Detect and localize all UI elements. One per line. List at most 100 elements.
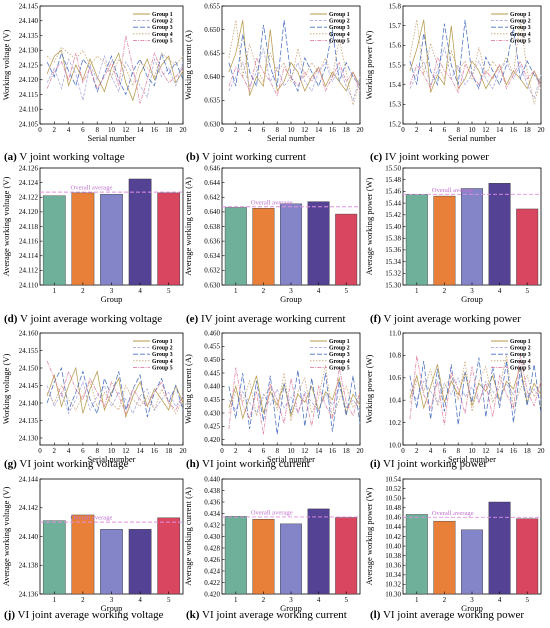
y-tick-label: 0.634 [204, 252, 220, 260]
panel-caption: (d) V joint average working voltage [4, 313, 162, 325]
legend-entry: Group 1 [510, 12, 531, 18]
y-tick-label: 10.42 [385, 533, 401, 541]
x-tick-label: 8 [275, 126, 279, 134]
x-tick-label: 4 [317, 596, 321, 604]
series-line-group-3 [409, 19, 542, 90]
legend-entry: Group 1 [152, 339, 173, 345]
bar-group-5 [516, 208, 539, 286]
y-tick-label: 15.40 [385, 223, 401, 231]
y-tick-label: 0.420 [204, 590, 220, 598]
y-tick-label: 15.3 [389, 101, 402, 109]
y-tick-label: 15.2 [389, 120, 402, 128]
bar-group-2 [252, 519, 275, 595]
x-tick-label: 16 [329, 126, 337, 134]
x-tick-label: 0 [220, 447, 224, 455]
x-tick-label: 10 [469, 126, 477, 134]
x-tick-label: 0 [38, 447, 42, 455]
y-tick-label: 24.120 [19, 76, 39, 84]
y-tick-label: 10.30 [385, 590, 401, 598]
x-tick-label: 4 [138, 596, 142, 604]
y-tick-label: 10.44 [385, 523, 401, 531]
x-tick-label: 4 [429, 447, 433, 455]
caption-letter: (d) [4, 313, 18, 325]
x-axis-label: Serial number [448, 133, 496, 143]
bar-group-2 [71, 514, 95, 595]
y-tick-label: 0.440 [204, 383, 220, 391]
y-tick-label: 0.430 [204, 409, 220, 417]
x-tick-label: 20 [538, 447, 546, 455]
y-tick-label: 15.5 [389, 61, 402, 69]
y-axis-label: Working power (W) [364, 354, 374, 423]
x-tick-label: 5 [167, 287, 171, 295]
panel-caption: (b) V joint working current [186, 151, 306, 163]
bar-group-5 [335, 213, 358, 286]
x-tick-label: 8 [456, 447, 460, 455]
y-tick-label: 0.450 [204, 356, 220, 364]
y-tick-label: 15.34 [385, 258, 401, 266]
y-tick-label: 24.142 [19, 504, 39, 512]
series-line-group-3 [228, 370, 361, 435]
y-tick-label: 0.432 [204, 521, 220, 529]
legend-entry: Group 5 [510, 38, 531, 44]
series-line-group-1 [46, 49, 184, 102]
y-tick-label: 15.6 [389, 42, 402, 50]
caption-letter: (h) [186, 458, 200, 470]
y-tick-label: 24.135 [19, 32, 39, 40]
y-tick-label: 0.645 [204, 50, 220, 58]
y-tick-label: 0.632 [204, 267, 220, 275]
bar-group-4 [128, 529, 152, 595]
y-tick-label: 24.138 [19, 562, 39, 570]
bar-group-3 [100, 529, 123, 595]
x-tick-label: 0 [401, 126, 405, 134]
y-tick-label: 24.110 [19, 106, 38, 114]
x-axis-label: Serial number [88, 133, 136, 143]
y-tick-label: 10.40 [385, 542, 401, 550]
x-tick-label: 5 [344, 287, 348, 295]
y-tick-label: 15.48 [385, 176, 401, 184]
bar-group-2 [71, 192, 95, 286]
bar-group-5 [157, 192, 181, 286]
bar-group-1 [224, 516, 247, 595]
y-tick-label: 10.32 [385, 581, 401, 589]
x-tick-label: 1 [53, 596, 57, 604]
bar-group-2 [433, 520, 456, 595]
y-tick-label: 0.635 [204, 97, 220, 105]
x-tick-label: 6 [262, 447, 266, 455]
x-axis-label: Serial number [267, 133, 315, 143]
y-tick-label: 0.630 [204, 120, 220, 128]
x-tick-label: 18 [343, 447, 351, 455]
y-tick-label: 0.440 [204, 475, 220, 483]
x-tick-label: 2 [53, 447, 57, 455]
overall-average-label: Overall average [71, 515, 113, 522]
y-axis-label: Working power (W) [364, 30, 374, 99]
y-tick-label: 0.438 [204, 487, 220, 495]
x-tick-label: 5 [525, 287, 529, 295]
series-line-group-2 [228, 48, 361, 102]
legend-entry: Group 4 [152, 32, 173, 38]
x-tick-label: 16 [151, 447, 159, 455]
y-tick-label: 0.640 [204, 208, 220, 216]
panel-caption: (f) V joint average working power [370, 313, 521, 325]
y-tick-label: 24.114 [19, 252, 38, 260]
y-axis-label: Average working power (W) [364, 487, 374, 585]
y-tick-label: 15.38 [385, 235, 401, 243]
panel-a: 24.105 24.110 24.115 24.120 24.125 24.130 24.1… [1, 2, 187, 163]
panel-k: 0.420 0.422 0.424 0.426 0.428 0.430 0.432 0.434… [183, 475, 361, 621]
y-tick-label: 10.38 [385, 552, 401, 560]
x-tick-label: 2 [81, 596, 85, 604]
x-tick-label: 14 [315, 447, 323, 455]
x-tick-label: 6 [262, 126, 266, 134]
x-tick-label: 12 [482, 126, 490, 134]
legend-entry: Group 3 [152, 25, 173, 31]
x-axis-label: Serial number [267, 454, 315, 464]
x-tick-label: 10 [288, 447, 296, 455]
caption-letter: (a) [4, 151, 17, 163]
bar-group-4 [307, 201, 330, 286]
y-tick-label: 0.428 [204, 544, 220, 552]
bar-group-5 [516, 518, 539, 595]
bar-group-1 [224, 207, 247, 286]
y-tick-label: 0.424 [204, 567, 220, 575]
x-tick-label: 20 [357, 447, 365, 455]
caption-text: VI joint working power [380, 458, 487, 470]
